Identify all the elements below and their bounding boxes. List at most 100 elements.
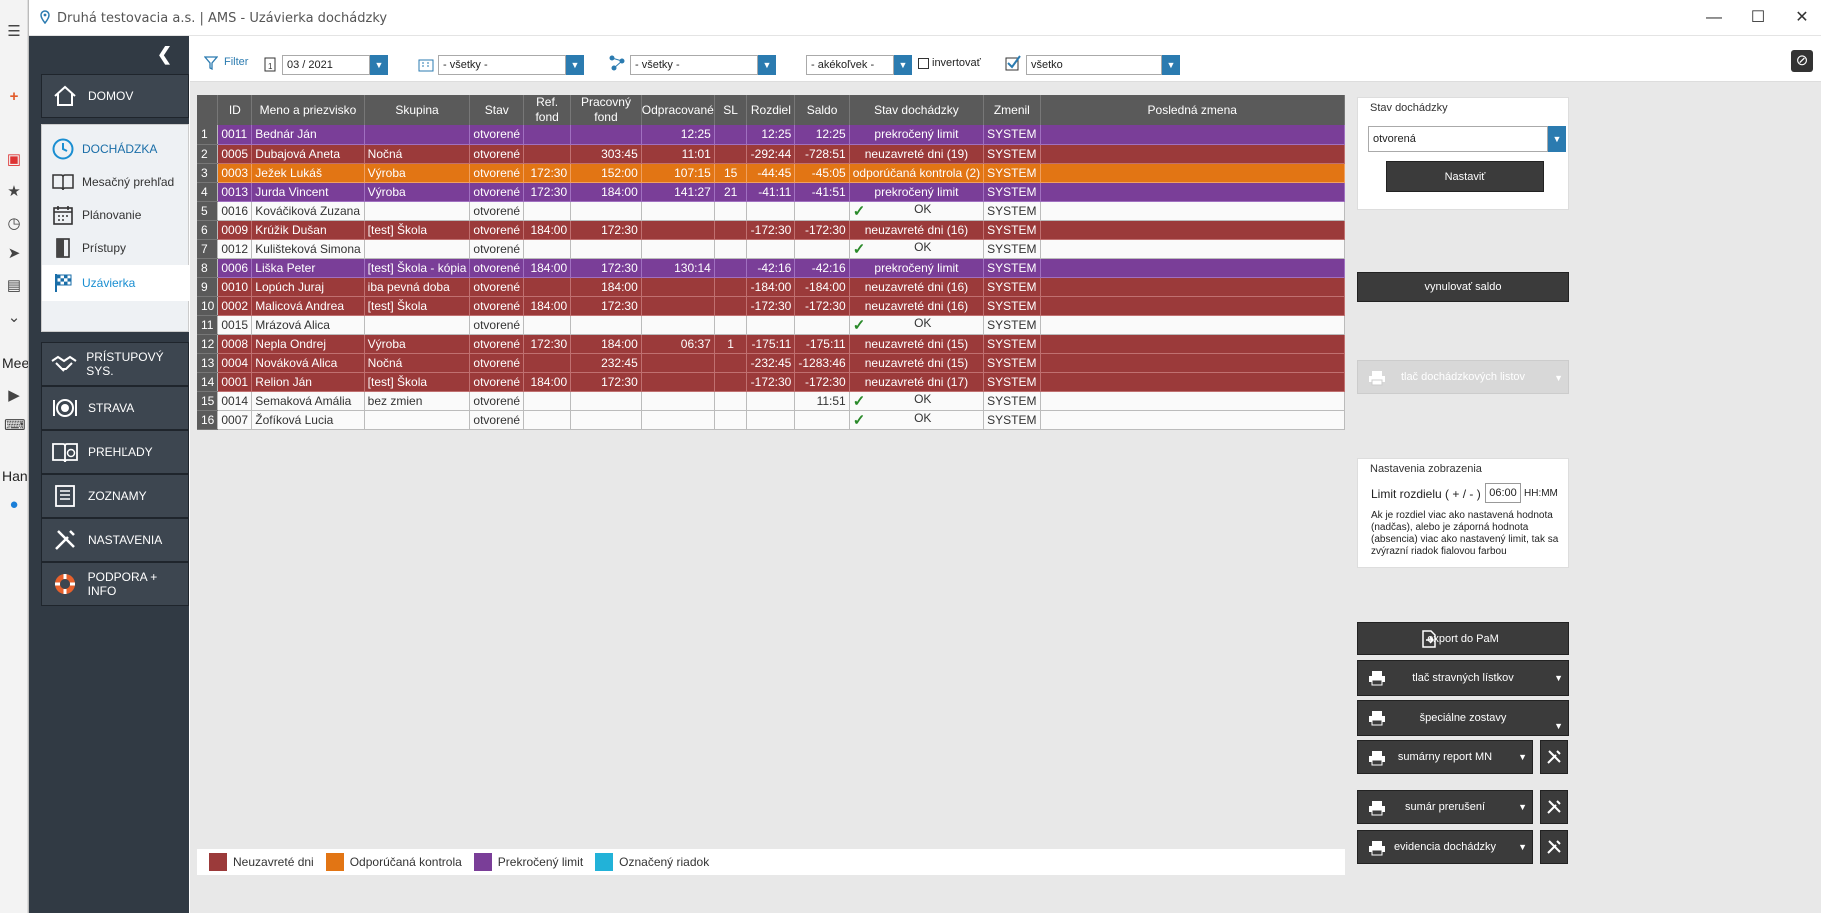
cell-name: Semaková Amália bbox=[251, 391, 365, 411]
table-row[interactable]: 2 0005 Dubajová Aneta Nočná otvorené 303:45 11… bbox=[197, 144, 1345, 164]
print-meal-tickets-button[interactable]: tlač stravných lístkov ▼ bbox=[1357, 660, 1569, 696]
subnav-pristupy[interactable]: Prístupy bbox=[42, 230, 190, 266]
table-row[interactable]: 14 0001 Relion Ján [test] Škola otvorené 184:… bbox=[197, 372, 1345, 392]
keyboard-icon[interactable]: ⌨ bbox=[4, 417, 26, 434]
table-row[interactable]: 6 0009 Krúžik Dušan [test] Škola otvorené 184… bbox=[197, 220, 1345, 240]
invert-label[interactable]: invertovať bbox=[932, 57, 981, 69]
nav-nastavenia[interactable]: NASTAVENIA bbox=[41, 518, 189, 562]
cell-attendance-state-text: neuzavreté dni (16) bbox=[864, 298, 969, 313]
nav-pristupovy-sys[interactable]: PRÍSTUPOVÝ SYS. bbox=[41, 342, 189, 386]
subnav-planovanie[interactable]: Plánovanie bbox=[42, 197, 190, 233]
cell-state: otvorené bbox=[469, 315, 525, 335]
month-dropdown-button[interactable]: ▼ bbox=[370, 55, 388, 75]
nav-prehlady[interactable]: PREHĽADY bbox=[41, 430, 189, 474]
type-dropdown-button[interactable]: ▼ bbox=[894, 55, 912, 75]
plus-icon[interactable]: + bbox=[9, 88, 19, 105]
subnav-uzavierka[interactable]: Uzávierka bbox=[42, 265, 190, 301]
chevron-down-icon[interactable]: ⌄ bbox=[7, 309, 21, 326]
table-row[interactable]: 5 0016 Kováčiková Zuzana otvorené ✓ OK SYSTEM bbox=[197, 201, 1345, 221]
reset-saldo-button[interactable]: vynulovať saldo bbox=[1357, 272, 1569, 302]
type-select[interactable]: - akékoľvek - bbox=[806, 55, 894, 75]
header-name[interactable]: Meno a priezvisko bbox=[251, 95, 365, 125]
summary-mn-settings-button[interactable] bbox=[1540, 740, 1568, 774]
special-reports-button[interactable]: špeciálne zostavy ▼ bbox=[1357, 700, 1569, 736]
attendance-state-dropdown[interactable]: ▼ bbox=[1548, 126, 1566, 152]
cell-state: otvorené bbox=[469, 391, 525, 411]
cell-saldo-text: -728:51 bbox=[805, 146, 846, 161]
cell-last-change bbox=[1040, 296, 1345, 316]
attendance-record-button[interactable]: evidencia dochádzky ▼ bbox=[1357, 830, 1533, 864]
header-attendance-state[interactable]: Stav dochádzky bbox=[849, 95, 985, 125]
header-group[interactable]: Skupina bbox=[364, 95, 471, 125]
table-row[interactable]: 3 0003 Ježek Lukáš Výroba otvorené 172:30 152:… bbox=[197, 163, 1345, 183]
set-state-button[interactable]: Nastaviť bbox=[1386, 161, 1544, 192]
subnav-dochadzka[interactable]: DOCHÁDZKA bbox=[42, 131, 190, 167]
table-row[interactable]: 1 0011 Bednár Ján otvorené 12:25 12:25 12:25 pr… bbox=[197, 125, 1345, 145]
close-button[interactable]: ✕ bbox=[1795, 9, 1809, 26]
table-row[interactable]: 11 0015 Mrázová Alica otvorené ✓ OK SYSTEM bbox=[197, 315, 1345, 335]
inbox-icon[interactable]: ▣ bbox=[6, 151, 22, 168]
cell-worked bbox=[641, 410, 715, 430]
table-row[interactable]: 4 0013 Jurda Vincent Výroba otvorené 172:30 18… bbox=[197, 182, 1345, 202]
nav-podpora-info[interactable]: PODPORA + INFO bbox=[41, 562, 189, 606]
subnav-mesacny-prehlad[interactable]: Mesačný prehľad bbox=[42, 164, 190, 200]
cell-name: Bednár Ján bbox=[251, 125, 365, 145]
summary-report-mn-button[interactable]: sumárny report MN ▼ bbox=[1357, 740, 1533, 774]
cell-attendance-state: ✓ OK bbox=[849, 410, 985, 430]
header-state[interactable]: Stav bbox=[469, 95, 525, 125]
group-select[interactable]: - všetky - bbox=[438, 55, 566, 75]
header-worked[interactable]: Odpracované bbox=[641, 95, 715, 125]
clock-small-icon[interactable]: ◷ bbox=[7, 215, 21, 232]
table-row[interactable]: 13 0004 Nováková Alica Nočná otvorené 232:45 -… bbox=[197, 353, 1345, 373]
invert-checkbox[interactable] bbox=[918, 58, 929, 69]
structure-dropdown-button[interactable]: ▼ bbox=[758, 55, 776, 75]
group-dropdown-button[interactable]: ▼ bbox=[566, 55, 584, 75]
cell-sl bbox=[714, 296, 748, 316]
table-row[interactable]: 8 0006 Liška Peter [test] Škola - kópia otvo… bbox=[197, 258, 1345, 278]
cell-id-text: 0001 bbox=[221, 374, 249, 389]
filter-icon[interactable] bbox=[204, 56, 218, 70]
header-work-fund[interactable]: Pracovný fond bbox=[570, 95, 642, 125]
hamburger-icon[interactable]: ☰ bbox=[7, 23, 21, 40]
nav-zoznamy[interactable]: ZOZNAMY bbox=[41, 474, 189, 518]
cell-saldo bbox=[794, 201, 850, 221]
export-pam-button[interactable]: export do PaM bbox=[1357, 622, 1569, 655]
print-attendance-sheets-button[interactable]: tlač dochádzkových listov ▼ bbox=[1357, 360, 1569, 394]
limit-input[interactable]: 06:00 bbox=[1485, 483, 1521, 503]
header-last-change[interactable]: Posledná zmena bbox=[1040, 95, 1345, 125]
state-dropdown-button[interactable]: ▼ bbox=[1162, 55, 1180, 75]
table-row[interactable]: 15 0014 Semaková Amália bez zmien otvorené 11… bbox=[197, 391, 1345, 411]
clear-filter-icon[interactable]: ⊘ bbox=[1791, 50, 1813, 72]
month-select[interactable]: 03 / 2021 bbox=[282, 55, 370, 75]
table-row[interactable]: 16 0007 Žofíková Lucia otvorené ✓ OK SYSTEM bbox=[197, 410, 1345, 430]
header-sl[interactable]: SL bbox=[714, 95, 748, 125]
send-icon[interactable]: ➤ bbox=[7, 245, 21, 262]
header-ref-fund[interactable]: Ref. fond bbox=[523, 95, 572, 125]
attendance-record-settings-button[interactable] bbox=[1540, 830, 1568, 864]
structure-select[interactable]: - všetky - bbox=[630, 55, 758, 75]
header-changed-by[interactable]: Zmenil bbox=[983, 95, 1041, 125]
interruptions-settings-button[interactable] bbox=[1540, 790, 1568, 824]
header-diff[interactable]: Rozdiel bbox=[746, 95, 796, 125]
legend-label-unclosed: Neuzavreté dni bbox=[233, 855, 314, 869]
nav-domov[interactable]: DOMOV bbox=[41, 74, 189, 118]
star-icon[interactable]: ★ bbox=[7, 183, 21, 200]
minimize-button[interactable]: — bbox=[1706, 9, 1722, 26]
header-saldo[interactable]: Saldo bbox=[794, 95, 850, 125]
table-row[interactable]: 7 0012 Kulišteková Simona otvorené ✓ OK SYSTEM bbox=[197, 239, 1345, 259]
interruptions-summary-button[interactable]: sumár prerušení ▼ bbox=[1357, 790, 1533, 824]
collapse-sidebar-icon[interactable]: ❮ bbox=[157, 44, 173, 64]
table-row[interactable]: 12 0008 Nepla Ondrej Výroba otvorené 172:30 18… bbox=[197, 334, 1345, 354]
filter-label[interactable]: Filter bbox=[224, 56, 249, 68]
video-icon[interactable]: ▶ bbox=[8, 387, 20, 404]
header-id[interactable]: ID bbox=[217, 95, 253, 125]
state-select[interactable]: všetko bbox=[1026, 55, 1162, 75]
user-avatar-icon[interactable]: ● bbox=[9, 496, 19, 513]
attendance-state-select[interactable]: otvorená bbox=[1368, 126, 1548, 152]
cell-id: 0014 bbox=[217, 391, 253, 411]
table-row[interactable]: 9 0010 Lopúch Juraj iba pevná doba otvorené 1… bbox=[197, 277, 1345, 297]
maximize-button[interactable]: ☐ bbox=[1750, 9, 1766, 26]
document-icon[interactable]: ▤ bbox=[6, 277, 22, 294]
table-row[interactable]: 10 0002 Malicová Andrea [test] Škola otvoren… bbox=[197, 296, 1345, 316]
nav-strava[interactable]: STRAVA bbox=[41, 386, 189, 430]
